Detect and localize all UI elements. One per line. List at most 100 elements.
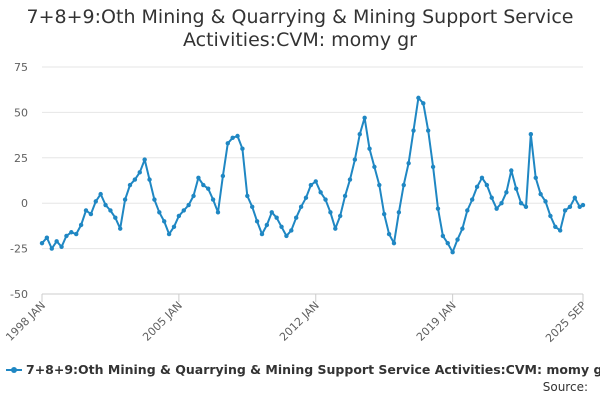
data-point — [201, 182, 206, 188]
x-tick-label: 2012 JAN — [277, 299, 322, 344]
data-point — [318, 190, 323, 195]
data-point — [225, 141, 230, 146]
data-point — [250, 204, 255, 210]
data-point — [78, 222, 84, 228]
data-point — [157, 210, 162, 215]
data-point — [396, 210, 402, 215]
data-point — [74, 231, 79, 237]
data-point — [230, 135, 235, 141]
data-point — [69, 230, 74, 235]
chart-title: 7+8+9:Oth Mining & Quarrying & Mining Su… — [0, 6, 600, 52]
data-point — [186, 202, 191, 208]
data-point — [580, 202, 586, 208]
data-point — [504, 190, 509, 195]
data-point — [181, 208, 186, 213]
data-point — [162, 219, 167, 224]
data-point — [103, 202, 108, 208]
series-layer — [39, 95, 586, 255]
data-point — [553, 224, 558, 230]
data-point — [362, 115, 367, 121]
data-point — [538, 191, 543, 197]
y-tick-label: 50 — [14, 106, 28, 119]
data-point — [83, 208, 89, 213]
x-tick-label: 2019 JAN — [414, 299, 459, 344]
data-point — [108, 208, 113, 213]
data-point — [196, 175, 201, 180]
data-point — [176, 213, 182, 219]
data-point — [88, 211, 94, 217]
y-tick-label: -25 — [10, 243, 28, 256]
data-point — [357, 131, 362, 137]
data-point — [372, 164, 377, 170]
data-point — [381, 211, 387, 217]
data-point — [528, 131, 534, 137]
data-point — [113, 215, 118, 220]
data-point — [513, 186, 519, 191]
data-point — [411, 128, 416, 133]
data-point — [298, 204, 304, 210]
data-point — [122, 197, 128, 202]
data-point — [54, 239, 59, 244]
data-point — [59, 244, 64, 249]
data-point — [518, 201, 524, 206]
data-point — [509, 168, 514, 173]
data-point — [533, 175, 538, 180]
data-point — [142, 157, 147, 162]
data-point — [294, 215, 299, 220]
x-tick-label: 2025 SEP — [543, 299, 589, 345]
data-point — [259, 231, 265, 237]
data-point — [308, 182, 314, 188]
data-point — [191, 193, 196, 199]
data-point — [367, 146, 372, 151]
data-point — [137, 170, 142, 175]
data-point — [64, 233, 69, 239]
data-point — [254, 219, 260, 224]
data-point — [235, 133, 240, 139]
data-point — [406, 161, 411, 166]
data-point — [303, 195, 309, 200]
data-point — [440, 233, 446, 239]
data-point — [337, 213, 343, 219]
data-point — [562, 208, 568, 213]
data-point — [39, 240, 45, 246]
grid-layer — [42, 66, 583, 295]
data-point — [240, 146, 245, 151]
data-point — [93, 199, 98, 204]
data-point — [264, 222, 270, 228]
legend-line-marker-icon — [6, 365, 22, 375]
data-point — [425, 128, 431, 133]
data-point — [484, 182, 490, 188]
data-point — [460, 226, 465, 231]
data-point — [352, 157, 358, 162]
data-point — [421, 101, 426, 106]
data-point — [328, 210, 333, 215]
data-point — [210, 197, 216, 202]
data-point — [171, 224, 177, 230]
data-point — [499, 201, 504, 206]
data-point — [430, 164, 436, 170]
data-point — [386, 231, 392, 237]
data-point — [289, 228, 294, 233]
source-note: Source: — [542, 380, 588, 394]
series-line — [41, 96, 584, 254]
data-point — [445, 240, 450, 246]
data-point — [401, 182, 406, 188]
data-point — [377, 182, 382, 188]
data-point — [206, 186, 211, 191]
chart-title-line-2: Activities:CVM: momy gr — [183, 29, 417, 51]
legend[interactable]: 7+8+9:Oth Mining & Quarrying & Mining Su… — [6, 362, 600, 377]
data-point — [543, 199, 548, 204]
data-point — [118, 226, 123, 231]
data-point — [284, 233, 289, 239]
data-point — [557, 228, 563, 233]
y-tick-label: 25 — [14, 152, 28, 165]
data-point — [245, 193, 250, 199]
data-point — [474, 184, 480, 190]
y-tick-label: 75 — [14, 61, 28, 74]
data-point — [342, 193, 348, 199]
data-point — [572, 195, 578, 200]
data-point — [333, 226, 338, 231]
data-point — [489, 195, 494, 200]
data-point — [323, 197, 328, 202]
